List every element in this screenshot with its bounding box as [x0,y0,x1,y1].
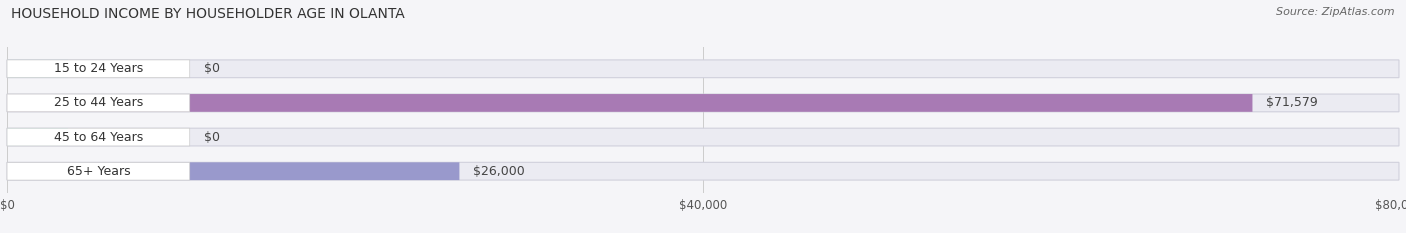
Text: $26,000: $26,000 [474,165,524,178]
FancyBboxPatch shape [7,94,1253,112]
Text: $71,579: $71,579 [1267,96,1317,110]
Text: HOUSEHOLD INCOME BY HOUSEHOLDER AGE IN OLANTA: HOUSEHOLD INCOME BY HOUSEHOLDER AGE IN O… [11,7,405,21]
FancyBboxPatch shape [7,128,190,146]
Text: 25 to 44 Years: 25 to 44 Years [53,96,143,110]
FancyBboxPatch shape [7,60,1399,78]
FancyBboxPatch shape [7,128,67,146]
FancyBboxPatch shape [7,162,1399,180]
Text: $0: $0 [204,130,219,144]
FancyBboxPatch shape [7,60,67,78]
FancyBboxPatch shape [7,128,1399,146]
Text: 15 to 24 Years: 15 to 24 Years [53,62,143,75]
FancyBboxPatch shape [7,94,1399,112]
Text: Source: ZipAtlas.com: Source: ZipAtlas.com [1277,7,1395,17]
Text: 65+ Years: 65+ Years [66,165,131,178]
Text: 45 to 64 Years: 45 to 64 Years [53,130,143,144]
FancyBboxPatch shape [7,162,460,180]
FancyBboxPatch shape [7,94,190,112]
FancyBboxPatch shape [7,60,190,78]
FancyBboxPatch shape [7,162,190,180]
Text: $0: $0 [204,62,219,75]
